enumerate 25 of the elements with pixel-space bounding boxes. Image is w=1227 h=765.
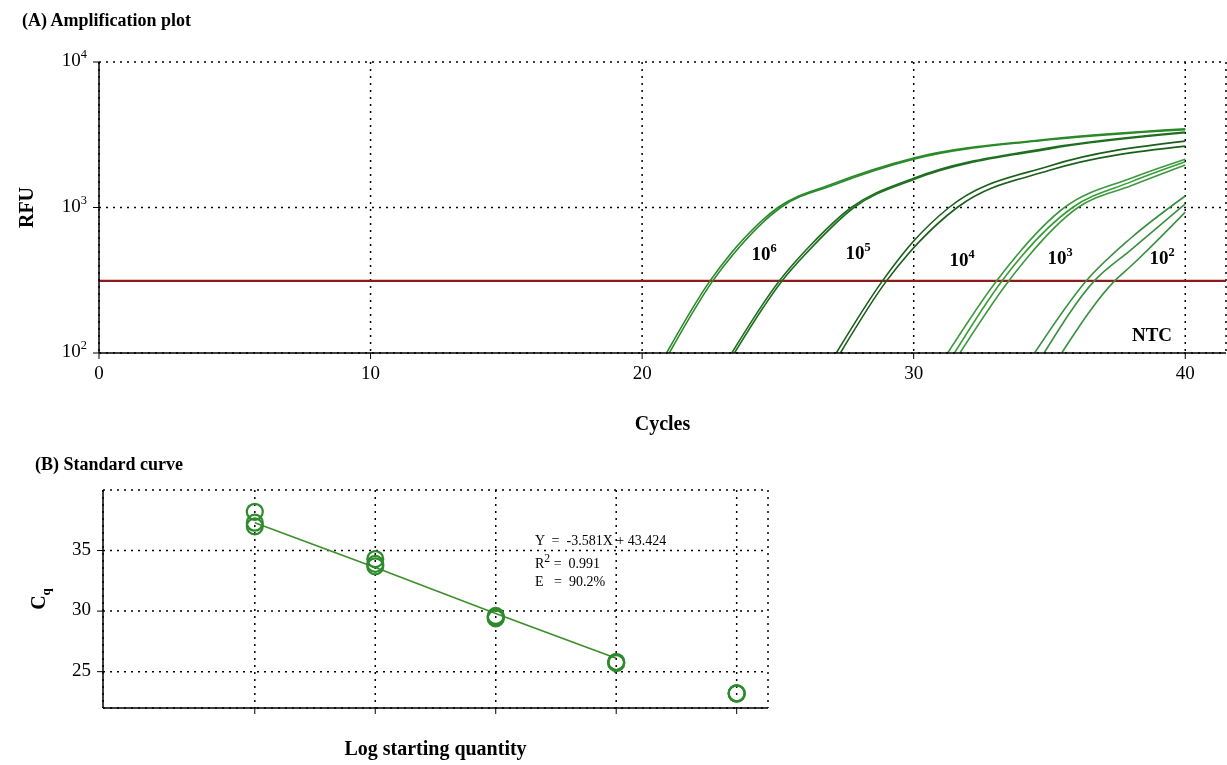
y-axis-title: RFU xyxy=(14,186,37,229)
y-tick-label: 30 xyxy=(72,598,91,620)
y-tick-label: 10$^{4}$ xyxy=(61,46,87,71)
chart-title: (B) Standard curve xyxy=(35,454,183,475)
annotation: 10$^{4}$ xyxy=(949,246,975,271)
annotation: Y = -3.581X + 43.424 xyxy=(535,532,667,550)
chart-title: (A) Amplification plot xyxy=(22,10,191,31)
x-axis-title: Log starting quantity xyxy=(344,736,527,760)
annotation: 10$^{2}$ xyxy=(1149,244,1175,269)
annotation: 10$^{6}$ xyxy=(751,240,777,265)
x-axis-title: Cycles xyxy=(634,411,691,435)
annotation: E = 90.2% xyxy=(535,572,607,591)
annotation: R$^{2}$ = 0.991 xyxy=(535,551,602,573)
annotation: NTC xyxy=(1131,324,1173,346)
y-tick-label: 10$^{2}$ xyxy=(61,337,87,362)
annotation: 10$^{5}$ xyxy=(845,239,871,264)
y-tick-label: 25 xyxy=(72,659,91,681)
x-tick-label: 0 xyxy=(94,362,104,384)
y-tick-label: 10$^{3}$ xyxy=(61,192,87,216)
x-tick-label: 20 xyxy=(632,362,652,384)
x-tick-label: 10 xyxy=(361,362,381,384)
x-tick-label: 40 xyxy=(1175,362,1195,384)
y-tick-label: 35 xyxy=(72,537,91,559)
x-tick-label: 30 xyxy=(904,362,924,384)
annotation: 10$^{3}$ xyxy=(1047,244,1073,269)
